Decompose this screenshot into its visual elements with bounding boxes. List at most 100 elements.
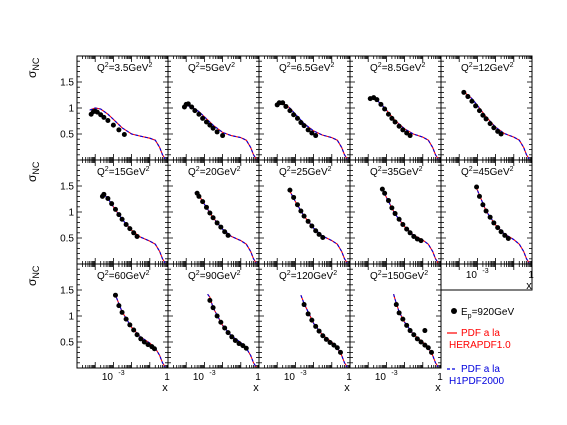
data-point xyxy=(316,328,322,334)
data-point xyxy=(476,193,482,199)
data-point xyxy=(505,236,511,242)
data-point xyxy=(474,184,480,190)
data-point xyxy=(316,231,322,237)
data-point xyxy=(404,130,410,136)
data-point xyxy=(116,127,122,133)
data-point xyxy=(389,205,395,211)
data-point xyxy=(337,349,343,355)
panel-q2-25: Q2=25GeV2 xyxy=(258,159,351,265)
x-tick-label: 1 xyxy=(164,372,170,383)
data-point xyxy=(123,316,129,322)
data-point xyxy=(131,327,137,333)
data-point xyxy=(301,123,307,129)
data-point xyxy=(116,303,122,309)
data-point xyxy=(327,340,333,346)
curve-h1pdf2000 xyxy=(89,107,166,160)
data-point xyxy=(389,115,395,121)
data-point xyxy=(491,125,497,131)
data-point xyxy=(422,328,428,334)
panel-q2-label: Q2=35GeV2 xyxy=(370,166,423,178)
panel-q2-35: Q2=35GeV2 xyxy=(349,159,442,265)
data-point xyxy=(218,319,224,325)
data-point xyxy=(119,216,125,222)
data-point xyxy=(222,325,228,331)
data-point xyxy=(222,229,228,235)
data-point xyxy=(480,112,486,118)
data-point xyxy=(495,225,501,231)
legend-red-label: PDF a la xyxy=(461,328,500,339)
x-tick-label: 10 xyxy=(375,372,387,383)
y-axis-title: σNC xyxy=(25,57,41,78)
panel-q2-label: Q2=6.5GeV2 xyxy=(279,62,334,74)
data-point xyxy=(294,115,300,121)
data-point xyxy=(138,336,144,342)
data-point xyxy=(101,114,107,120)
data-point xyxy=(422,342,428,348)
data-point xyxy=(200,115,206,121)
data-point xyxy=(407,230,413,236)
data-point xyxy=(378,101,384,107)
data-point xyxy=(210,215,216,221)
data-point xyxy=(101,191,107,197)
x-tick-label-exponent: -3 xyxy=(209,370,215,377)
panel-q2-12: Q2=12GeV2 xyxy=(440,55,533,161)
data-point xyxy=(105,195,111,201)
data-point xyxy=(411,233,417,239)
data-point xyxy=(291,194,297,200)
data-point xyxy=(465,94,471,100)
data-point xyxy=(229,334,235,340)
x-tick-label-exponent: -3 xyxy=(391,370,397,377)
panel-q2-label: Q2=150GeV2 xyxy=(370,270,428,282)
data-point xyxy=(207,122,213,128)
data-point xyxy=(382,190,388,196)
y-axis-title: σNC xyxy=(25,265,41,286)
data-point xyxy=(123,221,129,227)
x-axis-title: x xyxy=(344,382,350,394)
panel-q2-label: Q2=5GeV2 xyxy=(188,62,235,74)
data-point xyxy=(502,232,508,238)
panel-q2-label: Q2=8.5GeV2 xyxy=(370,62,425,74)
data-point xyxy=(309,317,315,323)
legend-blue-label: H1PDF2000 xyxy=(449,376,504,387)
x-tick-label: 10 xyxy=(102,372,114,383)
curve-h1pdf2000 xyxy=(462,90,530,160)
data-point xyxy=(331,342,337,348)
data-point xyxy=(207,297,213,303)
x-tick-label-exponent: -3 xyxy=(118,370,124,377)
data-point xyxy=(210,125,216,131)
data-point xyxy=(145,342,151,348)
data-point xyxy=(109,201,115,207)
panel-q2-label: Q2=60GeV2 xyxy=(97,270,150,282)
data-point xyxy=(313,323,319,329)
data-point xyxy=(323,336,329,342)
x-axis-title: x xyxy=(435,382,441,394)
x-tick-label: 10 xyxy=(193,372,205,383)
y-tick-label: 1.5 xyxy=(60,78,74,89)
data-point xyxy=(287,108,293,114)
data-point xyxy=(418,238,424,244)
panel-q2-3.5: 0.5 1 1.5 Q2=3.5GeV2 xyxy=(60,55,169,161)
panel-q2-label: Q2=15GeV2 xyxy=(97,166,150,178)
data-point xyxy=(134,332,140,338)
data-point xyxy=(392,119,398,125)
data-point xyxy=(110,122,116,128)
data-point xyxy=(476,108,482,114)
data-point xyxy=(214,129,220,135)
data-point xyxy=(134,233,140,239)
x-tick-label: 1 xyxy=(346,372,352,383)
panel-q2-8.5: Q2=8.5GeV2 xyxy=(349,55,442,161)
y-axis-titles: σNC σNC σNC xyxy=(25,57,41,286)
x-tick-label: 1 xyxy=(437,372,443,383)
x-axis-title: x xyxy=(253,382,259,394)
data-point xyxy=(116,212,122,218)
legend-red-label: HERAPDF1.0 xyxy=(449,340,511,351)
data-point xyxy=(404,322,410,328)
data-point xyxy=(200,199,206,205)
data-point xyxy=(495,128,501,134)
data-point xyxy=(491,220,497,226)
data-point xyxy=(483,208,489,214)
legend-data-label: Ep=920GeV xyxy=(461,307,514,320)
